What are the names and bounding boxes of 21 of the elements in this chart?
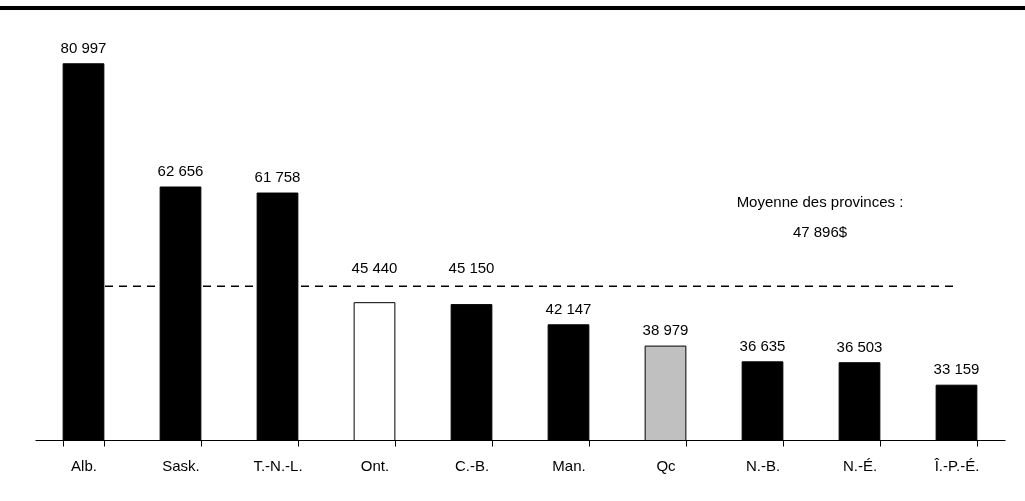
data-label: 61 758 (254, 168, 301, 186)
x-tick-label: Qc (656, 456, 677, 474)
x-tick-label: Ont. (360, 456, 390, 474)
x-tick-label: Î.-P.-É. (933, 456, 980, 474)
data-label: 62 656 (157, 162, 204, 180)
data-label: 36 503 (836, 337, 883, 355)
x-tick-label: T.-N.-L. (253, 456, 303, 474)
x-tick-label: Alb. (71, 456, 97, 474)
data-label: 80 997 (60, 38, 107, 56)
data-label: 45 150 (448, 259, 495, 277)
data-label: 45 440 (351, 259, 398, 277)
x-tick-label: Sask. (162, 456, 200, 474)
x-tick-label: N.-É. (842, 456, 878, 474)
data-label: 42 147 (545, 299, 592, 317)
data-label: 33 159 (933, 360, 980, 378)
x-tick-label: C.-B. (454, 456, 490, 474)
ref-line-label: Moyenne des provinces : 47 896$ (736, 193, 904, 241)
data-label: 38 979 (642, 321, 689, 339)
x-tick-label: N.-B. (745, 456, 781, 474)
data-label: 36 635 (739, 336, 786, 354)
x-tick-label: Man. (552, 456, 586, 474)
